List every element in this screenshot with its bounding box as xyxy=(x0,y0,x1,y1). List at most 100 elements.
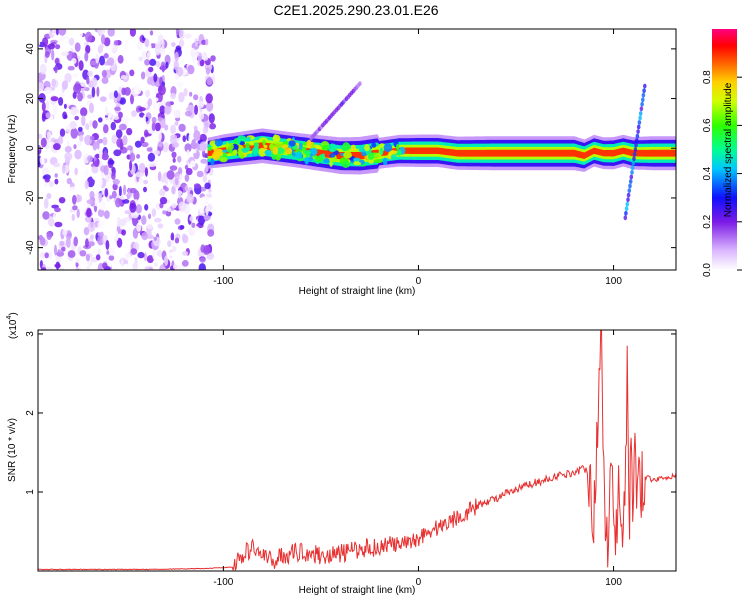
ridge-blob xyxy=(389,150,398,154)
noise-blob xyxy=(66,237,71,248)
noise-blob xyxy=(122,199,130,204)
noise-blob xyxy=(121,229,126,236)
noise-blob xyxy=(114,106,121,112)
noise-blob xyxy=(89,60,98,66)
noise-blob xyxy=(174,237,180,244)
x-tick-label: 0 xyxy=(416,577,422,588)
noise-blob xyxy=(74,167,78,176)
noise-blob xyxy=(51,49,55,61)
colorbar-tick-label: 0.4 xyxy=(702,166,713,180)
noise-blob xyxy=(85,44,91,54)
noise-blob xyxy=(174,51,179,62)
feature-blob xyxy=(631,160,636,166)
ridge-blob xyxy=(371,142,377,148)
noise-blob xyxy=(41,219,49,229)
noise-blob xyxy=(44,149,52,154)
noise-blob xyxy=(96,86,100,97)
ridge-blob xyxy=(262,139,266,146)
ridge-blob xyxy=(305,153,310,158)
noise-blob xyxy=(135,204,142,214)
snr-ylabel: SNR (10 * v/v) xyxy=(7,418,18,482)
noise-blob xyxy=(119,123,127,131)
noise-blob xyxy=(111,172,116,180)
noise-blob xyxy=(207,203,212,212)
spectrogram-panel: -100 0 100 -40 -20 0 20 40 Height of straight l… xyxy=(7,28,677,297)
noise-blob xyxy=(46,266,53,270)
noise-blob xyxy=(159,264,166,270)
feature-blob xyxy=(642,88,646,94)
noise-blob xyxy=(146,255,154,264)
ridge-blob xyxy=(375,153,381,158)
noise-blob xyxy=(63,114,68,119)
noise-blob xyxy=(200,158,208,164)
noise-blob xyxy=(57,249,61,254)
noise-blob xyxy=(210,55,216,62)
ridge-blob xyxy=(328,143,337,153)
noise-blob xyxy=(113,90,118,98)
ridge-blob xyxy=(390,154,397,161)
noise-blob xyxy=(48,181,54,187)
noise-blob xyxy=(156,250,161,256)
noise-blob xyxy=(119,195,128,200)
noise-blob xyxy=(190,47,196,59)
noise-blob xyxy=(115,129,123,139)
noise-blob xyxy=(98,176,103,188)
noise-blob xyxy=(206,76,213,86)
noise-blob xyxy=(172,264,179,270)
ridge-blob xyxy=(207,147,212,151)
colorbar: 0.0 0.2 0.4 0.6 0.8 Normalized spectral ampl… xyxy=(702,29,742,277)
noise-blob xyxy=(72,194,77,205)
noise-blob xyxy=(157,130,162,142)
ridge-blob xyxy=(379,147,384,156)
noise-blob xyxy=(85,238,89,248)
noise-blob xyxy=(76,208,80,218)
noise-blob xyxy=(85,215,92,223)
feature-blob xyxy=(632,151,637,157)
noise-blob xyxy=(134,83,142,95)
noise-blob xyxy=(154,122,161,132)
noise-blob xyxy=(191,241,199,251)
feature-blob xyxy=(623,215,628,221)
noise-blob xyxy=(169,251,176,257)
noise-blob xyxy=(134,140,142,148)
noise-blob xyxy=(38,40,41,46)
noise-blob xyxy=(188,133,193,144)
noise-blob xyxy=(140,136,145,144)
noise-blob xyxy=(203,120,210,128)
ridge-blob xyxy=(228,142,234,150)
x-tick-label: 100 xyxy=(605,577,622,588)
noise-blob xyxy=(186,193,195,204)
ridge-blob xyxy=(214,139,223,147)
noise-blob xyxy=(196,170,204,178)
noise-blob xyxy=(54,178,59,185)
noise-blob xyxy=(144,204,149,211)
noise-blob xyxy=(43,198,49,209)
noise-blob xyxy=(170,124,177,134)
noise-blob xyxy=(39,63,47,75)
noise-blob xyxy=(193,183,201,189)
noise-blob xyxy=(147,152,156,162)
noise-blob xyxy=(58,36,66,42)
ridge-blob xyxy=(239,141,245,146)
noise-blob xyxy=(116,138,124,148)
feature-blob xyxy=(638,115,642,121)
noise-blob xyxy=(86,76,90,85)
noise-blob xyxy=(100,34,106,45)
colorbar-ticks: 0.0 0.2 0.4 0.6 0.8 xyxy=(702,70,742,277)
noise-blob xyxy=(198,39,201,45)
noise-blob xyxy=(161,64,165,73)
ridge-blob xyxy=(246,136,251,142)
noise-blob xyxy=(200,186,207,192)
noise-blob xyxy=(140,71,146,80)
noise-blob xyxy=(58,97,64,106)
noise-blob xyxy=(208,113,215,124)
noise-blob xyxy=(182,251,189,256)
feature-blob xyxy=(630,165,635,171)
noise-blob xyxy=(174,178,179,185)
ridge-blob xyxy=(323,158,330,164)
noise-blob xyxy=(123,184,127,196)
noise-blob xyxy=(42,167,50,177)
ridge-blob xyxy=(303,150,312,155)
noise-blob xyxy=(198,215,205,226)
feature-blob xyxy=(627,188,632,194)
